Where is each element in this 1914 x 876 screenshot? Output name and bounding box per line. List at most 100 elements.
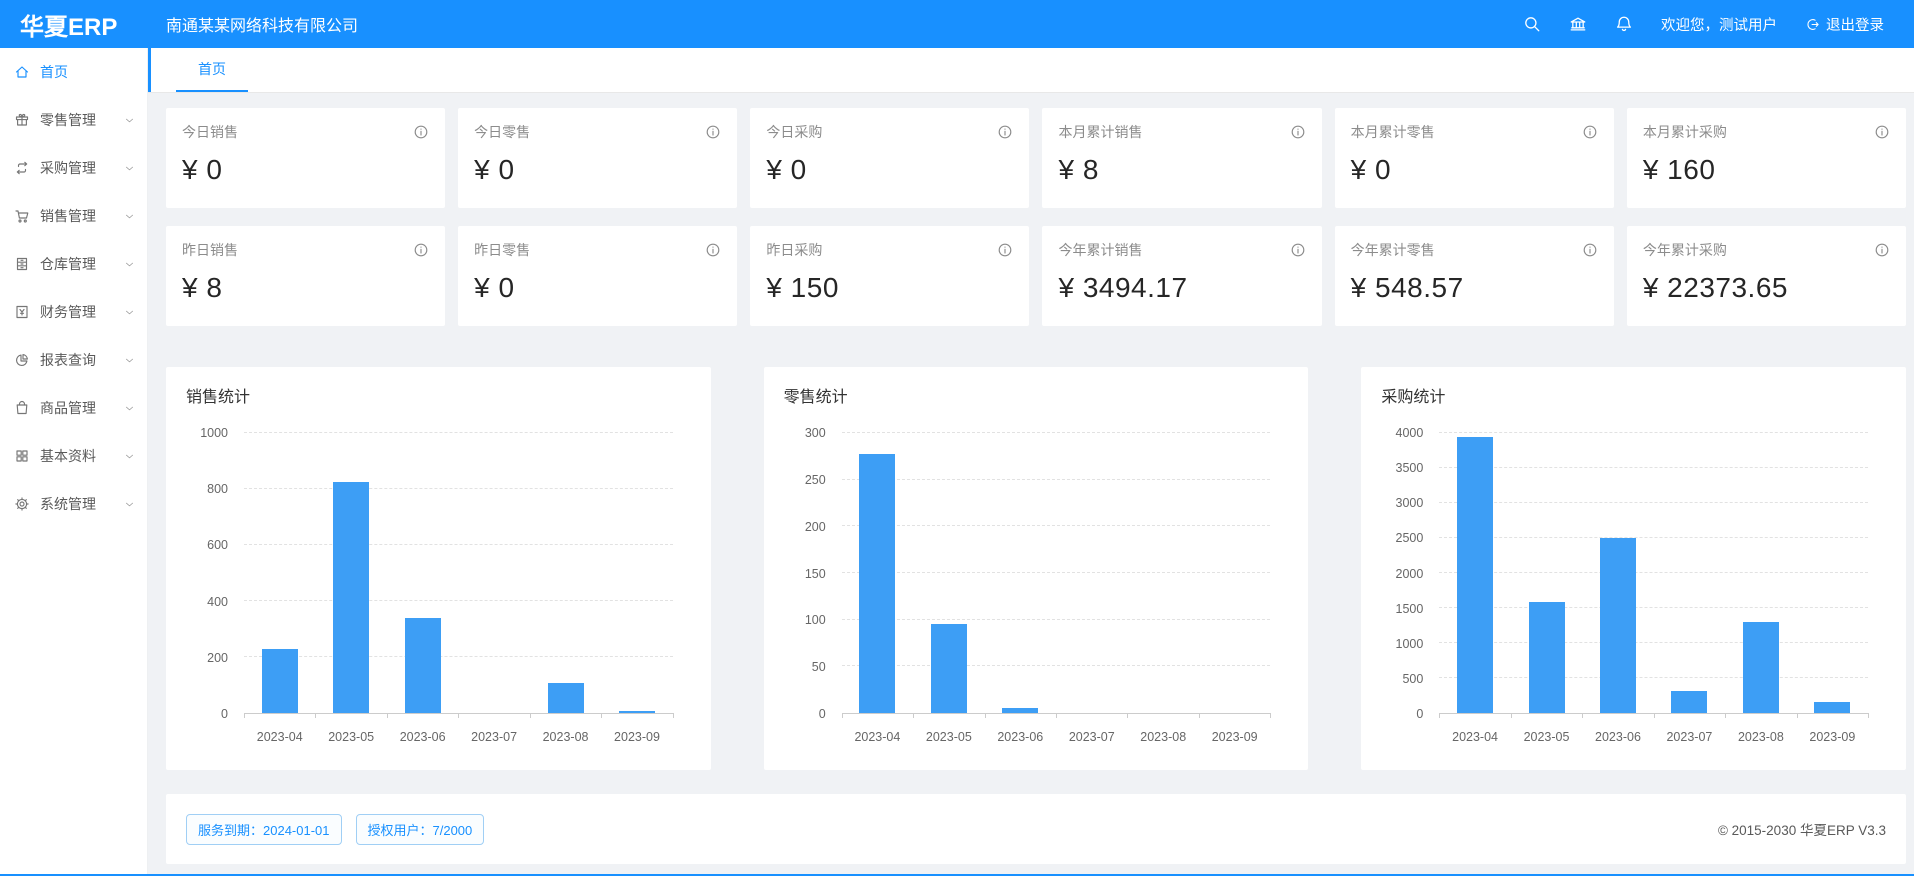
y-axis-tick-label: 2500 [1395,531,1424,546]
y-axis-tick-label: 150 [804,566,826,581]
info-icon[interactable] [705,124,721,140]
chart-title: 销售统计 [186,389,251,406]
y-axis-tick-label: 3500 [1395,461,1424,476]
bag-icon [14,400,30,416]
stat-card: 今日采购 ¥ 0 [750,108,1030,208]
welcome-user[interactable]: 欢迎您，测试用户 [1661,17,1777,34]
bar [618,710,655,713]
tab-home-label: 首页 [198,61,226,77]
home-icon [14,64,30,80]
bell-icon[interactable] [1615,15,1633,33]
x-axis-tick-label: 2023-07 [471,730,518,744]
x-axis-tick-label: 2023-09 [1211,730,1258,744]
bank-icon[interactable] [1569,15,1587,33]
info-icon[interactable] [705,242,721,258]
stat-card-title: 今日销售 [182,124,238,140]
sidebar-item-reports[interactable]: 报表查询 [0,336,147,384]
x-axis-tick-label: 2023-09 [614,730,660,744]
stat-card: 今年累计零售 ¥ 548.57 [1334,226,1614,326]
info-icon[interactable] [1582,124,1598,140]
tab-home[interactable]: 首页 [176,48,248,92]
info-icon[interactable] [413,242,429,258]
footer-badges: 服务到期：2024-01-01 授权用户：7/2000 [186,813,485,845]
y-axis-tick-label: 4000 [1395,426,1424,440]
sidebar: 首页零售管理 采购管理销售管理仓库管理财务管理 报表查询商品管理基本资料 系统管理 [0,48,148,874]
sidebar-item-sales[interactable]: 销售管理 [0,192,147,240]
sidebar-item-label: 首页 [40,64,68,80]
appstore-icon [14,448,30,464]
chevron-down-icon [124,451,135,462]
info-icon[interactable] [1290,124,1306,140]
sidebar-item-purchase[interactable]: 采购管理 [0,144,147,192]
stat-card-title: 今年累计零售 [1350,242,1435,258]
bar [1528,602,1565,713]
footer-badge[interactable]: 服务到期：2024-01-01 [186,813,342,845]
stat-card-value: ¥ 3494.17 [1058,272,1188,303]
stat-card-value: ¥ 22373.65 [1642,272,1788,303]
stat-card-value: ¥ 160 [1642,154,1716,185]
info-icon[interactable] [997,242,1013,258]
sidebar-item-goods[interactable]: 商品管理 [0,384,147,432]
stat-card-title: 今年累计销售 [1058,242,1143,258]
warehouse-icon [14,256,30,272]
bar [1457,436,1494,713]
gear-icon [14,496,30,512]
sidebar-item-warehouse[interactable]: 仓库管理 [0,240,147,288]
sidebar-item-label: 仓库管理 [40,256,96,272]
sidebar-item-system[interactable]: 系统管理 [0,480,147,528]
stat-card: 本月累计销售 ¥ 8 [1042,108,1322,208]
header-actions: 欢迎您，测试用户 退出登录 [1523,14,1914,35]
sidebar-item-label: 商品管理 [40,400,96,416]
stat-card: 本月累计采购 ¥ 160 [1626,108,1906,208]
sidebar-item-finance[interactable]: 财务管理 [0,288,147,336]
stat-card-value: ¥ 0 [182,154,223,185]
info-icon[interactable] [1582,242,1598,258]
y-axis-tick-label: 300 [804,426,826,440]
chart-plot-area [244,432,674,718]
y-axis-tick-label: 0 [1416,707,1424,721]
stat-card: 今年累计采购 ¥ 22373.65 [1626,226,1906,326]
logout-button[interactable]: 退出登录 [1805,14,1884,35]
chevron-down-icon [124,355,135,366]
stat-card-value: ¥ 0 [474,154,515,185]
y-axis-tick-label: 250 [804,472,826,487]
y-axis-tick-label: 400 [207,594,228,609]
sidebar-item-retail[interactable]: 零售管理 [0,96,147,144]
info-icon[interactable] [413,124,429,140]
retail-chart-panel: 零售统计 0 50 100 150 200 250 300 2023-04 2023-05 2023… [763,367,1309,770]
swap-icon [14,160,30,176]
bar [547,682,584,713]
search-icon[interactable] [1523,15,1541,33]
x-axis-tick-label: 2023-08 [1140,730,1187,744]
stat-card-title: 昨日销售 [182,242,238,258]
chevron-down-icon [124,211,135,222]
stat-card-title: 昨日零售 [474,242,531,258]
x-axis-tick-label: 2023-06 [1595,730,1641,744]
chart-title: 采购统计 [1381,389,1446,406]
info-icon[interactable] [1874,124,1890,140]
stat-card-value: ¥ 0 [1350,154,1392,185]
bar [404,617,441,713]
footer-badge[interactable]: 授权用户：7/2000 [355,813,485,845]
stat-card-value: ¥ 0 [766,154,807,185]
chart-title: 零售统计 [783,389,848,406]
app-header: 华夏ERP 南通某某网络科技有限公司 欢迎您，测试用户 退出登录 [0,0,1914,48]
sidebar-item-basic[interactable]: 基本资料 [0,432,147,480]
stat-card-title: 本月累计采购 [1642,124,1727,140]
x-axis-tick-label: 2023-07 [1666,730,1713,744]
info-icon[interactable] [1874,242,1890,258]
bar [1742,622,1779,713]
sidebar-item-home[interactable]: 首页 [0,48,147,96]
bar [1671,690,1708,713]
y-axis-tick-label: 0 [818,707,826,721]
sidebar-item-label: 销售管理 [40,208,96,224]
app-logo: 华夏ERP [20,13,118,41]
info-icon[interactable] [1290,242,1306,258]
charts-row: 销售统计 0 200 400 600 800 1000 2023-04 2023-05 2023-… [166,367,1907,770]
info-icon[interactable] [997,124,1013,140]
footer-bar: 服务到期：2024-01-01 授权用户：7/2000 © 2015-2030 华… [166,794,1906,864]
chevron-down-icon [124,163,135,174]
copyright-text: © 2015-2030 华夏ERP V3.3 [1717,823,1886,838]
y-axis-tick-label: 3000 [1395,496,1424,511]
